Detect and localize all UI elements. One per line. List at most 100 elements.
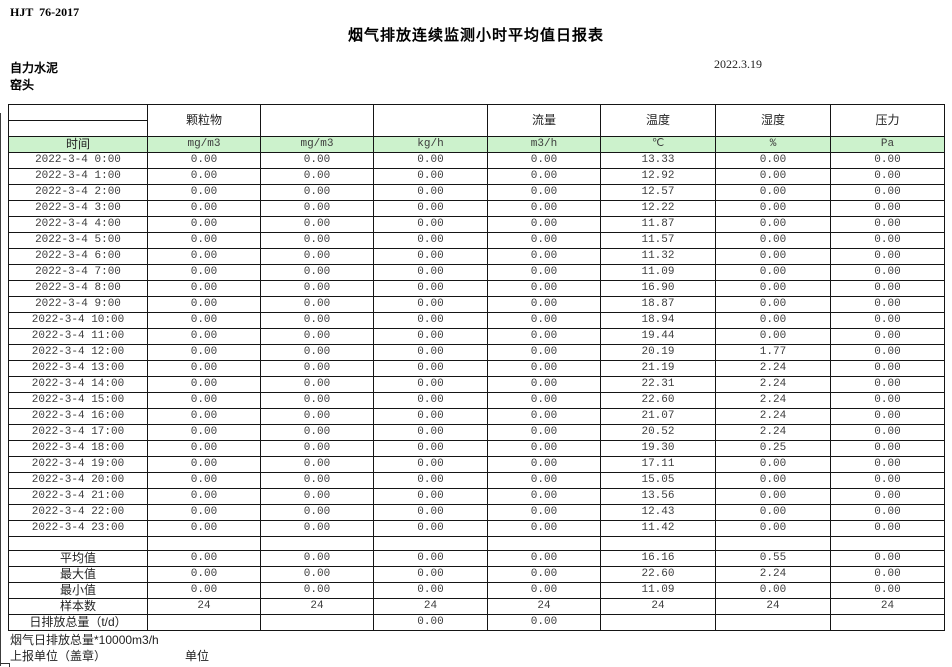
spacer-row — [8, 536, 945, 551]
value-cell: 19.44 — [600, 328, 716, 345]
value-cell: 0.00 — [487, 424, 601, 441]
value-cell: 0.00 — [487, 216, 601, 233]
daily-total-note: 烟气日排放总量*10000m3/h — [10, 633, 159, 647]
value-cell: 0.00 — [487, 264, 601, 281]
table-row: 2022-3-4 22:00 0.00 0.00 0.00 0.00 12.43 0.00 0… — [8, 504, 945, 521]
value-cell: 2.24 — [715, 424, 831, 441]
value-cell: 0.00 — [147, 520, 261, 537]
value-cell: 0.00 — [147, 312, 261, 329]
value-cell: 0.00 — [487, 200, 601, 217]
value-cell: 0.00 — [373, 456, 488, 473]
value-cell: 1.77 — [715, 344, 831, 361]
header-time-upper-cell — [8, 104, 148, 121]
value-cell: 0.00 — [260, 200, 374, 217]
header-time-lower-cell — [8, 120, 148, 137]
value-cell: 0.00 — [373, 248, 488, 265]
label-cell: 2022-3-4 11:00 — [8, 328, 148, 345]
value-cell: 13.56 — [600, 488, 716, 505]
label-cell: 2022-3-4 3:00 — [8, 200, 148, 217]
value-cell: 0.00 — [830, 566, 945, 583]
header-particulate: 颗粒物 — [147, 104, 261, 137]
summary-row: 最小值 0.00 0.00 0.00 0.00 11.09 0.00 0.00 — [8, 582, 945, 599]
value-cell: 0.00 — [830, 550, 945, 567]
label-cell: 2022-3-4 14:00 — [8, 376, 148, 393]
table-row: 2022-3-4 6:00 0.00 0.00 0.00 0.00 11.32 0.00 0.… — [8, 248, 945, 265]
value-cell: 11.32 — [600, 248, 716, 265]
value-cell: 0.00 — [830, 520, 945, 537]
value-cell: 0.00 — [715, 280, 831, 297]
value-cell: 20.52 — [600, 424, 716, 441]
label-cell: 2022-3-4 5:00 — [8, 232, 148, 249]
value-cell: 18.87 — [600, 296, 716, 313]
value-cell: 11.09 — [600, 264, 716, 281]
value-cell: 0.00 — [260, 582, 374, 599]
value-cell: 0.00 — [830, 582, 945, 599]
value-cell: 22.60 — [600, 566, 716, 583]
value-cell: 0.00 — [147, 344, 261, 361]
summary-row: 日排放总量（t/d） 0.00 0.00 — [8, 614, 945, 631]
value-cell: 0.00 — [487, 248, 601, 265]
value-cell: 19.30 — [600, 440, 716, 457]
value-cell: 0.00 — [147, 360, 261, 377]
value-cell: 2.24 — [715, 566, 831, 583]
value-cell: 0.00 — [260, 232, 374, 249]
value-cell: 0.00 — [373, 312, 488, 329]
left-edge-line — [0, 113, 1, 666]
value-cell: 0.00 — [373, 408, 488, 425]
value-cell: 0.00 — [260, 360, 374, 377]
value-cell — [830, 536, 945, 551]
value-cell: 0.00 — [487, 488, 601, 505]
summary-row: 最大值 0.00 0.00 0.00 0.00 22.60 2.24 0.00 — [8, 566, 945, 583]
value-cell: 0.00 — [147, 280, 261, 297]
value-cell: 22.60 — [600, 392, 716, 409]
table-row: 2022-3-4 4:00 0.00 0.00 0.00 0.00 11.87 0.00 0.… — [8, 216, 945, 233]
value-cell: 0.00 — [487, 312, 601, 329]
value-cell: 0.00 — [830, 424, 945, 441]
value-cell: 0.00 — [487, 344, 601, 361]
data-rows: 2022-3-4 0:00 0.00 0.00 0.00 0.00 13.33 0.00 0.… — [8, 152, 945, 631]
value-cell: 0.00 — [830, 504, 945, 521]
value-cell: 0.00 — [260, 392, 374, 409]
value-cell: 0.00 — [487, 328, 601, 345]
header-blank-1 — [260, 104, 374, 137]
value-cell: 18.94 — [600, 312, 716, 329]
value-cell: 0.00 — [830, 296, 945, 313]
value-cell: 0.00 — [715, 232, 831, 249]
value-cell: 0.00 — [715, 520, 831, 537]
label-cell: 2022-3-4 16:00 — [8, 408, 148, 425]
label-cell: 2022-3-4 2:00 — [8, 184, 148, 201]
label-cell: 2022-3-4 10:00 — [8, 312, 148, 329]
table-row: 2022-3-4 13:00 0.00 0.00 0.00 0.00 21.19 2.24 0… — [8, 360, 945, 377]
value-cell: 0.00 — [830, 152, 945, 169]
value-cell — [830, 614, 945, 631]
value-cell: 2.24 — [715, 392, 831, 409]
value-cell: 11.57 — [600, 232, 716, 249]
value-cell: 0.00 — [715, 504, 831, 521]
unit-mgm3-1: mg/m3 — [147, 136, 261, 153]
value-cell: 0.00 — [147, 488, 261, 505]
company-name: 自力水泥 — [10, 61, 59, 75]
value-cell: 0.00 — [147, 504, 261, 521]
value-cell — [487, 536, 601, 551]
value-cell: 0.00 — [260, 216, 374, 233]
value-cell — [260, 536, 374, 551]
value-cell: 0.00 — [715, 456, 831, 473]
value-cell — [147, 614, 261, 631]
value-cell: 0.00 — [487, 582, 601, 599]
value-cell: 0.00 — [147, 152, 261, 169]
value-cell: 0.00 — [373, 488, 488, 505]
value-cell: 0.00 — [260, 152, 374, 169]
value-cell — [600, 614, 716, 631]
table-row: 2022-3-4 8:00 0.00 0.00 0.00 0.00 16.90 0.00 0.… — [8, 280, 945, 297]
value-cell: 0.00 — [830, 488, 945, 505]
value-cell: 0.00 — [830, 440, 945, 457]
value-cell: 0.00 — [260, 520, 374, 537]
value-cell: 24 — [487, 598, 601, 615]
label-cell: 2022-3-4 17:00 — [8, 424, 148, 441]
value-cell: 0.00 — [487, 232, 601, 249]
value-cell: 0.00 — [830, 280, 945, 297]
value-cell: 0.00 — [715, 582, 831, 599]
units-row: 时间 mg/m3 mg/m3 kg/h m3/h ℃ % Pa — [8, 136, 945, 153]
table-row: 2022-3-4 2:00 0.00 0.00 0.00 0.00 12.57 0.00 0.… — [8, 184, 945, 201]
table-row: 2022-3-4 3:00 0.00 0.00 0.00 0.00 12.22 0.00 0.… — [8, 200, 945, 217]
